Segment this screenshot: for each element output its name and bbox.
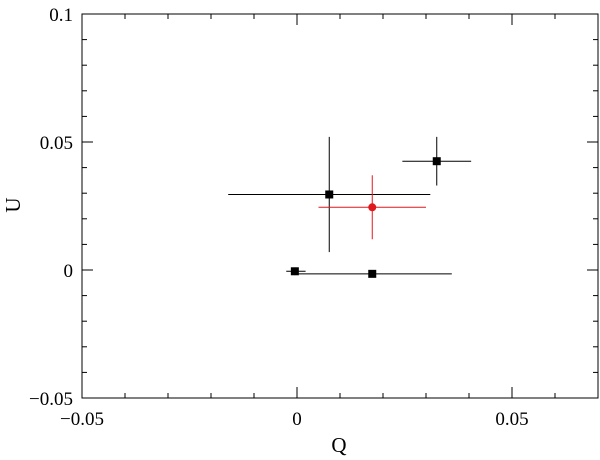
data-point bbox=[325, 190, 334, 199]
y-axis-title: U bbox=[1, 197, 25, 212]
data-point bbox=[368, 203, 377, 212]
y-tick-label: 0.05 bbox=[40, 133, 73, 154]
data-point bbox=[368, 269, 377, 278]
y-tick-label: −0.05 bbox=[29, 389, 73, 410]
x-tick-label: 0.05 bbox=[495, 409, 528, 430]
data-point bbox=[432, 157, 441, 166]
x-axis-title: Q bbox=[331, 433, 346, 457]
x-tick-label: 0 bbox=[292, 409, 302, 430]
y-tick-label: 0 bbox=[64, 261, 74, 282]
data-point bbox=[290, 267, 299, 276]
plot-frame bbox=[81, 13, 599, 399]
y-tick-label: 0.1 bbox=[49, 5, 73, 26]
plot-area: −0.05 0 0.05 −0.05 0 0.05 0.1 bbox=[29, 5, 599, 430]
x-tick-label: −0.05 bbox=[60, 409, 104, 430]
